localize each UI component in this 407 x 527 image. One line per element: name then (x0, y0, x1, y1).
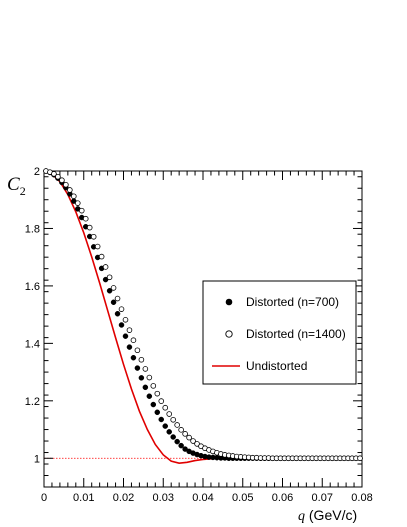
data-point-n1400 (74, 200, 81, 206)
data-point-n700 (106, 288, 113, 294)
y-axis-title: C2 (7, 174, 26, 198)
data-point-n1400 (106, 274, 113, 281)
legend-box (202, 280, 357, 385)
y-axis-title-sub: 2 (20, 184, 26, 198)
data-point-n1400 (110, 285, 117, 291)
data-point-n700 (134, 365, 141, 371)
data-point-n1400 (126, 327, 133, 333)
data-point-n700 (114, 311, 121, 317)
data-point-n1400 (94, 243, 101, 250)
y-tick-label: 1 (34, 453, 40, 465)
data-point-n1400 (78, 207, 85, 214)
data-point-n700 (126, 344, 133, 350)
data-point-n1400 (170, 416, 176, 423)
data-point-n700 (158, 416, 165, 423)
data-point-n1400 (59, 177, 65, 183)
data-point-n700 (162, 423, 168, 429)
y-tick-label: 2 (34, 166, 40, 178)
data-point-n1400 (138, 356, 145, 363)
data-point-n700 (154, 409, 161, 416)
data-point-n700 (150, 401, 157, 408)
data-point-n1400 (114, 295, 121, 302)
y-tick-label: 1.4 (25, 338, 40, 350)
legend-label-undistorted: Undistorted (246, 359, 307, 373)
x-tick-label: 0.07 (312, 492, 333, 504)
legend: Distorted (n=700) Distorted (n=1400) Und… (202, 280, 357, 385)
data-point-n700 (174, 438, 180, 445)
data-point-n1400 (166, 411, 173, 417)
x-tick-label: 0.04 (192, 492, 213, 504)
legend-label-n700: Distorted (n=700) (246, 295, 339, 309)
data-point-n700 (146, 393, 153, 399)
x-tick-label: 0.05 (232, 492, 253, 504)
data-point-n1400 (98, 253, 105, 260)
x-tick-label: 0 (41, 492, 47, 504)
x-axis-title-unit: (GeV/c) (305, 507, 357, 523)
data-point-n1400 (182, 431, 188, 437)
data-point-n1400 (86, 224, 93, 231)
data-point-n1400 (118, 306, 125, 312)
y-axis: 1 1.2 1.4 1.6 1.8 2 (25, 166, 362, 488)
x-tick-label: 0.02 (113, 492, 134, 504)
x-tick-label: 0.03 (153, 492, 174, 504)
data-point-n1400 (71, 193, 77, 200)
data-point-n700 (178, 442, 184, 449)
data-point-n1400 (130, 337, 137, 344)
data-point-n1400 (82, 215, 89, 222)
x-tick-label: 0.08 (351, 492, 372, 504)
legend-marker-open-circle (225, 330, 233, 338)
x-axis-title-var: q (298, 509, 305, 524)
data-point-n1400 (142, 366, 149, 372)
x-tick-label: 0.06 (272, 492, 293, 504)
data-point-n1400 (122, 317, 129, 323)
x-tick-label: 0.01 (73, 492, 94, 504)
y-tick-label: 1.2 (25, 396, 40, 408)
data-point-n700 (118, 322, 125, 328)
data-point-n1400 (178, 427, 184, 433)
data-point-n1400 (90, 233, 97, 240)
data-point-n1400 (158, 398, 165, 404)
data-point-n700 (142, 384, 149, 391)
data-point-n700 (110, 299, 117, 306)
data-point-n1400 (55, 173, 61, 180)
data-point-n1400 (63, 181, 69, 188)
y-tick-label: 1.6 (25, 281, 40, 293)
data-point-n1400 (190, 438, 196, 444)
data-point-n700 (122, 333, 129, 339)
x-axis: 0 0.01 0.02 0.03 0.04 0.05 0.06 0.07 0.08 (41, 171, 373, 504)
data-point-n1400 (357, 455, 363, 462)
legend-label-n1400: Distorted (n=1400) (246, 327, 346, 341)
y-tick-label: 1.8 (25, 223, 40, 235)
legend-marker-filled-circle (225, 298, 233, 306)
data-point-n1400 (67, 187, 73, 193)
data-point-n1400 (102, 264, 109, 270)
data-point-n1400 (154, 390, 161, 397)
series-layer (43, 168, 363, 464)
data-point-n700 (166, 429, 172, 435)
data-point-n700 (138, 375, 145, 381)
data-point-n1400 (150, 383, 157, 389)
data-point-n1400 (51, 171, 57, 177)
data-point-n1400 (186, 434, 192, 441)
y-axis-title-var: C (7, 174, 20, 195)
data-point-n700 (170, 434, 176, 440)
x-axis-title: q (GeV/c) (298, 507, 357, 524)
data-point-n1400 (134, 347, 141, 354)
data-point-n1400 (162, 404, 169, 411)
data-point-n1400 (174, 422, 180, 428)
data-point-n700 (130, 354, 137, 361)
data-point-n1400 (146, 374, 153, 381)
